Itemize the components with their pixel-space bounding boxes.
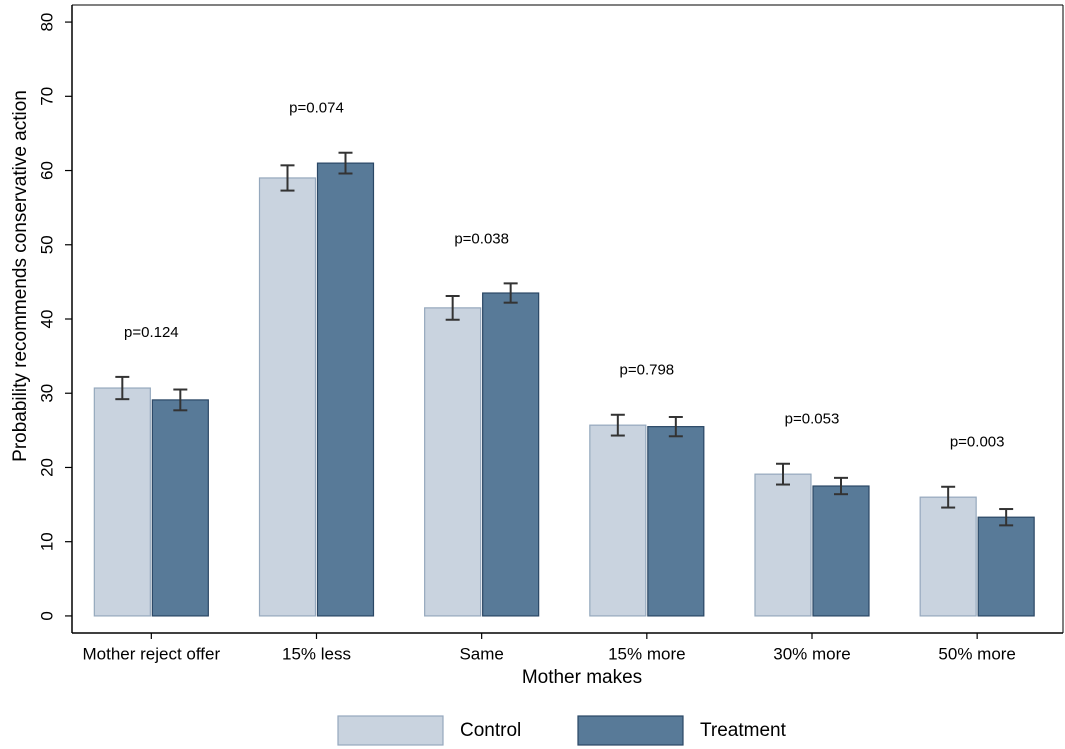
y-tick-label: 60 [37, 161, 56, 180]
annotation: p=0.038 [454, 230, 509, 247]
y-tick-label: 70 [37, 87, 56, 106]
bar [647, 426, 705, 617]
error-bar [503, 282, 518, 304]
error-bar [445, 294, 460, 321]
error-bar [280, 164, 295, 192]
bar [316, 162, 375, 617]
y-tick-label: 0 [37, 611, 56, 620]
y-tick-label: 50 [37, 235, 56, 254]
bar [977, 516, 1035, 617]
error-bar [999, 508, 1014, 527]
bar [589, 424, 647, 617]
bar [258, 177, 317, 617]
error-bar [833, 476, 848, 496]
y-axis-title: Probability recommends conservative acti… [10, 90, 31, 462]
bar [812, 485, 870, 617]
error-bar [115, 375, 130, 401]
annotation: p=0.053 [785, 411, 840, 428]
annotation: p=0.074 [289, 100, 344, 117]
error-bar [775, 462, 790, 486]
error-bar [668, 415, 683, 438]
bar [424, 307, 482, 617]
x-tick-label: 50% more [938, 644, 1015, 663]
legend-label: Treatment [700, 720, 787, 741]
annotation: p=0.003 [950, 434, 1005, 451]
x-tick-label: Mother reject offer [83, 644, 221, 663]
legend-label: Control [460, 720, 521, 741]
error-bar [338, 151, 353, 175]
bar [151, 399, 209, 617]
error-bar [941, 485, 956, 509]
bar [482, 292, 540, 617]
error-bar [173, 388, 188, 412]
bar [919, 496, 977, 617]
y-tick-label: 20 [37, 458, 56, 477]
x-tick-label: 15% more [608, 644, 685, 663]
annotation: p=0.798 [620, 362, 675, 379]
y-tick-label: 40 [37, 310, 56, 329]
x-tick-label: 30% more [773, 644, 850, 663]
legend-swatch [337, 715, 444, 746]
y-tick-label: 80 [37, 13, 56, 32]
legend-swatch [577, 715, 684, 746]
x-tick-label: Same [459, 644, 503, 663]
x-axis-title: Mother makes [522, 667, 642, 688]
x-tick-label: 15% less [282, 644, 351, 663]
annotation: p=0.124 [124, 324, 179, 341]
error-bar [610, 413, 625, 437]
y-tick-label: 30 [37, 384, 56, 403]
bar [754, 473, 812, 617]
bar [93, 387, 151, 617]
y-tick-label: 10 [37, 532, 56, 551]
